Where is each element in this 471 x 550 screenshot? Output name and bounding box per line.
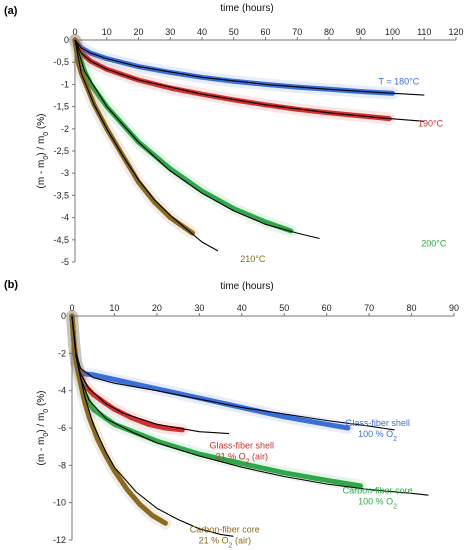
panel-a-x-tick-label: 10 (102, 27, 112, 37)
panel-b-series-line-carbon-fiber-core-21-o2-air (69, 313, 168, 526)
panel-b-label: (b) (4, 279, 18, 291)
panel-a-x-tick-label: 30 (165, 27, 175, 37)
panel-a-y-tick-label: -3,5 (53, 190, 69, 200)
panel-a-x-tick-label: 120 (448, 27, 463, 37)
panel-a-annotation: 210°C (240, 254, 266, 264)
panel-a-x-tick-label: 80 (324, 27, 334, 37)
panel-a-annotation: 200°C (421, 238, 447, 248)
panel-a-y-tick-label: -2 (61, 124, 69, 134)
panel-a-x-tick-label: 50 (229, 27, 239, 37)
panel-b-annotation: Carbon-fiber core (343, 485, 413, 495)
panel-b-y-tick-label: 0 (61, 311, 66, 321)
panel-b-y-tick-label: -8 (58, 460, 66, 470)
panel-a-x-tick-label: 20 (133, 27, 143, 37)
panel-b-y-tick-label: -12 (53, 535, 66, 545)
panel-b-x-tick-label: 50 (279, 303, 289, 313)
panel-a-series-halo-t-180-c (69, 34, 399, 100)
panel-b-y-tick-label: -4 (58, 386, 66, 396)
panel-b-fit-curve (71, 315, 234, 537)
panel-a-fit-curve (74, 39, 425, 96)
panel-a-x-tick-label: 70 (292, 27, 302, 37)
panel-b-y-tick-label: -2 (58, 348, 66, 358)
panel-b-x-axis-title: time (hours) (220, 281, 273, 292)
panel-a-y-tick-label: -1,5 (53, 102, 69, 112)
panel-b-x-tick-label: 60 (322, 303, 332, 313)
panel-a-chart: (a) time (hours) (m - m0) / m0 (%) 0 10 20… (4, 3, 464, 267)
panel-b-annotation: 100 % O2 (358, 429, 397, 443)
panel-b-x-tick-label: 80 (407, 303, 417, 313)
panel-a-y-tick-label: -1 (61, 79, 69, 89)
panel-b-annotation: Carbon-fiber core (190, 525, 260, 535)
panel-b-x-tick-label: 30 (194, 303, 204, 313)
panel-a-fit-curve (74, 39, 320, 240)
panel-b-x-tick-label: 90 (449, 303, 459, 313)
panel-a-x-tick-label: 0 (72, 27, 77, 37)
panel-b-x-tick-label: 10 (109, 303, 119, 313)
panel-a-label: (a) (4, 5, 18, 17)
panel-a-x-axis-title: time (hours) (220, 3, 273, 14)
panel-a-x-tick-label: 60 (260, 27, 270, 37)
panel-b-x-tick-label: 20 (152, 303, 162, 313)
panel-b-annotation: 100 % O2 (358, 496, 397, 510)
panel-a-y-tick-label: 0 (64, 35, 69, 45)
panel-a-y-tick-label: -2,5 (53, 146, 69, 156)
panel-a-fit-curve (74, 39, 425, 122)
panel-b-fit-curve (71, 315, 429, 496)
panel-a-annotation: T = 180°C (378, 76, 419, 86)
panel-a-y-tick-label: -0,5 (53, 57, 69, 67)
panel-b-y-tick-label: -10 (53, 498, 66, 508)
panel-a-y-tick-label: -4 (61, 213, 69, 223)
panel-a-x-tick-label: 110 (417, 27, 431, 37)
panel-b-x-tick-label: 40 (237, 303, 247, 313)
panel-b-x-tick-label: 0 (69, 303, 74, 313)
panel-b-fit-curve (71, 315, 395, 431)
panel-b-x-tick-label: 70 (364, 303, 374, 313)
panel-b-annotation: 21 % O2 (air) (199, 536, 251, 550)
panel-a-x-tick-label: 90 (356, 27, 366, 37)
panel-a-y-tick-label: -5 (61, 257, 69, 267)
panel-a-x-tick-label: 100 (385, 27, 400, 37)
panel-b-annotation: Glass-fiber shell (345, 418, 410, 428)
panel-b-chart: (b) time (hours) (m - m0) / m0 (%) 0 10 20… (4, 279, 459, 549)
panel-b-annotation: Glass-fiber shell (210, 441, 275, 451)
panel-a-y-tick-label: -4,5 (53, 235, 69, 245)
panel-a-x-tick-label: 40 (197, 27, 207, 37)
panel-a-annotation: 190°C (418, 119, 444, 129)
panel-a-y-tick-label: -3 (61, 168, 69, 178)
panel-b-y-tick-label: -6 (58, 423, 66, 433)
panel-b-annotation: 21 % O2 (air) (216, 452, 268, 466)
panel-b-y-axis-title: (m - m0) / m0 (%) (36, 390, 50, 465)
panel-a-y-axis-title: (m - m0) / m0 (%) (36, 113, 50, 188)
panel-a-fit-curve (74, 39, 219, 252)
